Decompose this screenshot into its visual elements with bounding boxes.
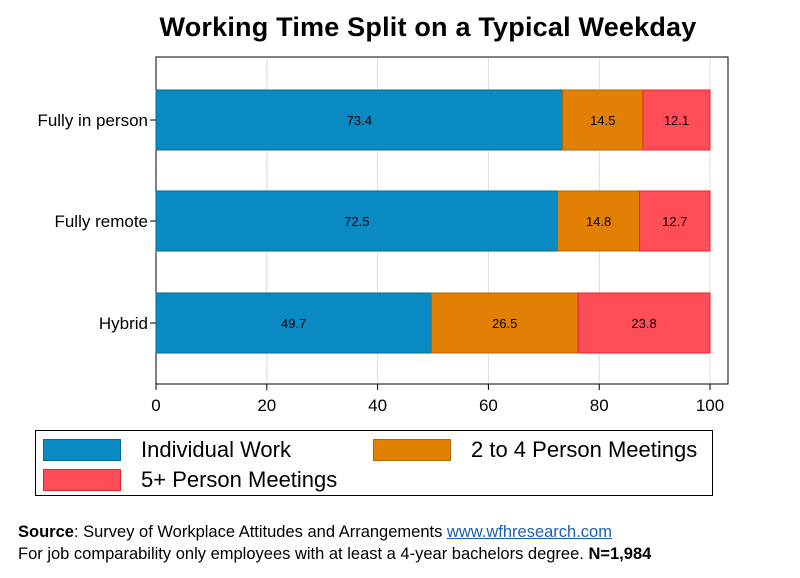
note-text: For job comparability only employees wit…	[18, 545, 589, 563]
x-tick-label-100: 100	[696, 396, 724, 415]
legend-item-2-to-4-person-meetings: 2 to 4 Person Meetings	[373, 437, 697, 463]
legend-item-5-plus-person-meetings: 5+ Person Meetings	[43, 467, 337, 493]
bar-fully-remote-5-plus-person-meetings	[639, 190, 711, 252]
legend-label-individual-work: Individual Work	[141, 437, 291, 462]
bar-hybrid-5-plus-person-meetings	[577, 292, 711, 354]
source-label: Source	[18, 523, 74, 541]
data-label-hybrid-individual-work: 49.7	[281, 316, 306, 331]
legend-swatch-individual-work	[43, 439, 121, 461]
bar-hybrid-individual-work	[155, 292, 432, 354]
x-tick-label-60: 60	[479, 396, 498, 415]
data-label-fully-remote-individual-work: 72.5	[344, 214, 369, 229]
data-label-fully-in-person-2-to-4-person-meetings: 14.5	[590, 113, 615, 128]
legend: Individual Work 2 to 4 Person Meetings 5…	[35, 430, 713, 496]
source-note: Source: Survey of Workplace Attitudes an…	[18, 521, 651, 565]
bar-fully-remote-2-to-4-person-meetings	[557, 190, 641, 252]
note-line: For job comparability only employees wit…	[18, 543, 651, 565]
legend-item-individual-work: Individual Work	[43, 437, 291, 463]
legend-swatch-5-plus-person-meetings	[43, 469, 121, 491]
sample-size: N=1,984	[588, 545, 652, 563]
bars	[155, 89, 711, 354]
data-label-fully-in-person-5-plus-person-meetings: 12.1	[664, 113, 689, 128]
bar-hybrid-2-to-4-person-meetings	[430, 292, 579, 354]
legend-label-2-to-4-person-meetings: 2 to 4 Person Meetings	[471, 437, 698, 462]
data-label-hybrid-5-plus-person-meetings: 23.8	[631, 316, 656, 331]
category-label-fully-remote: Fully remote	[54, 212, 148, 231]
axes: 0 20 40 60 80 100 Fully in person Fully remote H…	[37, 111, 724, 415]
data-label-fully-remote-2-to-4-person-meetings: 14.8	[586, 214, 611, 229]
category-label-hybrid: Hybrid	[99, 314, 148, 333]
x-tick-label-80: 80	[590, 396, 609, 415]
source-link[interactable]: www.wfhresearch.com	[446, 523, 612, 541]
data-label-fully-remote-5-plus-person-meetings: 12.7	[662, 214, 687, 229]
chart-title: Working Time Split on a Typical Weekday	[159, 12, 697, 42]
x-tick-label-20: 20	[257, 396, 276, 415]
bar-fully-in-person-individual-work	[155, 89, 564, 151]
category-label-fully-in-person: Fully in person	[37, 111, 148, 130]
x-tick-label-0: 0	[151, 396, 160, 415]
source-line: Source: Survey of Workplace Attitudes an…	[18, 521, 651, 543]
data-label-hybrid-2-to-4-person-meetings: 26.5	[492, 316, 517, 331]
source-text: : Survey of Workplace Attitudes and Arra…	[73, 523, 447, 541]
data-label-fully-in-person-individual-work: 73.4	[347, 113, 372, 128]
bar-fully-in-person-5-plus-person-meetings	[642, 89, 711, 151]
legend-swatch-2-to-4-person-meetings	[373, 439, 451, 461]
data-labels: 73.4 14.5 12.1 72.5 14.8 12.7 49.7 26.5 23.8	[281, 113, 689, 331]
stacked-bar-chart: 73.4 14.5 12.1 72.5 14.8 12.7 49.7 26.5 23.8 0 20…	[37, 56, 729, 415]
legend-label-5-plus-person-meetings: 5+ Person Meetings	[141, 467, 338, 492]
x-tick-label-40: 40	[368, 396, 387, 415]
